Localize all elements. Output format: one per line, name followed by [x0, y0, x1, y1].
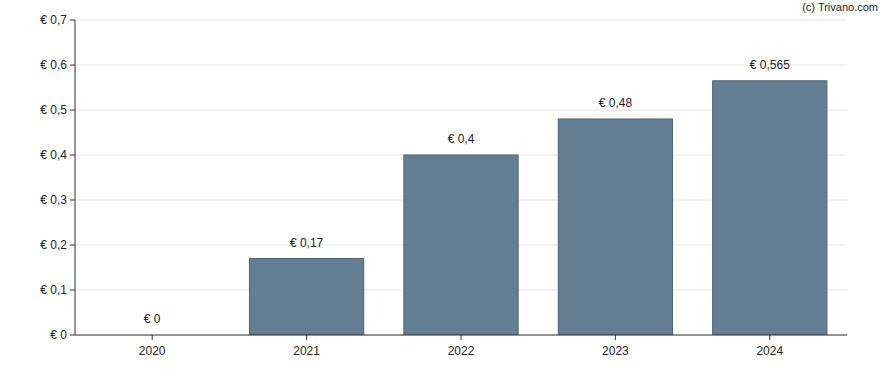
data-label: € 0: [144, 312, 161, 326]
data-label: € 0,565: [750, 58, 790, 72]
x-tick-label: 2021: [293, 344, 320, 358]
data-label: € 0,17: [290, 236, 324, 250]
bar: [713, 81, 827, 335]
data-label: € 0,4: [448, 132, 475, 146]
x-tick: [306, 335, 307, 340]
bar: [404, 155, 518, 335]
x-tick-label: 2023: [602, 344, 629, 358]
y-tick-label: € 0,5: [40, 103, 67, 117]
x-tick: [769, 335, 770, 340]
grid-line: [75, 20, 847, 21]
y-tick-label: € 0,3: [40, 193, 67, 207]
y-tick: [70, 290, 75, 291]
y-tick: [70, 110, 75, 111]
grid-line: [75, 65, 847, 66]
y-tick: [70, 155, 75, 156]
x-tick: [461, 335, 462, 340]
y-tick: [70, 335, 75, 336]
chart: € 0 € 0,1 € 0,2 € 0,3 € 0,4 € 0,5 € 0,6 € 0,7 20…: [0, 0, 888, 370]
x-tick: [152, 335, 153, 340]
y-tick-label: € 0,7: [40, 13, 67, 27]
x-tick-label: 2020: [139, 344, 166, 358]
bars: [249, 81, 826, 335]
y-tick-label: € 0,2: [40, 238, 67, 252]
y-tick-label: € 0: [50, 328, 67, 342]
x-tick-label: 2024: [756, 344, 783, 358]
y-tick-label: € 0,1: [40, 283, 67, 297]
y-tick-label: € 0,6: [40, 58, 67, 72]
x-tick: [615, 335, 616, 340]
y-tick: [70, 65, 75, 66]
bar: [249, 259, 363, 336]
y-tick: [70, 20, 75, 21]
y-tick: [70, 200, 75, 201]
y-axis: [75, 20, 76, 335]
y-tick: [70, 245, 75, 246]
bar: [558, 119, 672, 335]
y-tick-label: € 0,4: [40, 148, 67, 162]
x-tick-label: 2022: [448, 344, 475, 358]
annotation: (c) Trivano.com: [802, 1, 878, 13]
data-label: € 0,48: [599, 96, 633, 110]
